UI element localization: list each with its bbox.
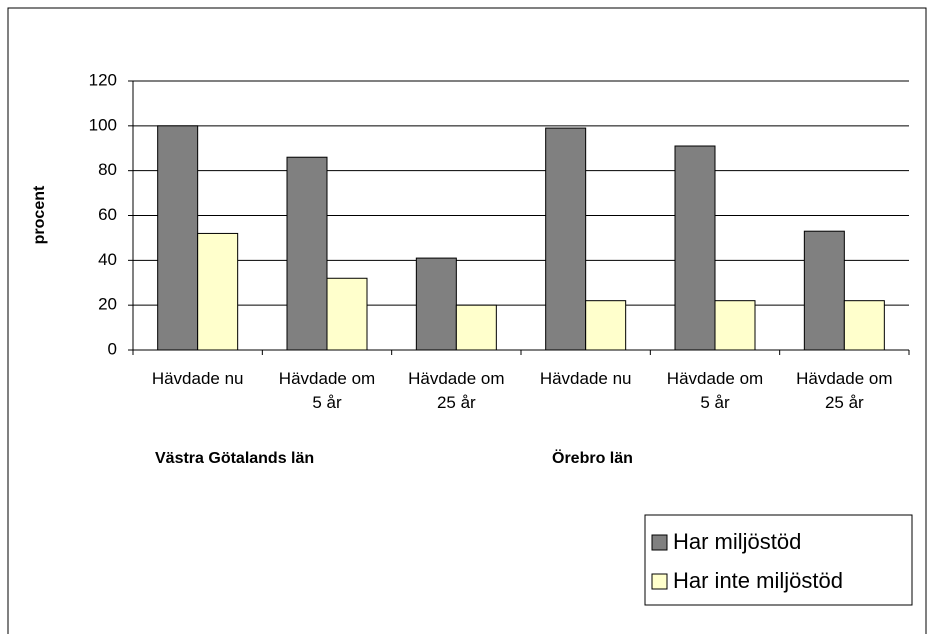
legend-label: Har miljöstöd [673, 529, 801, 554]
bar [803, 230, 845, 351]
y-tick-label: 100 [89, 115, 117, 134]
bar [197, 232, 239, 351]
legend-swatch [651, 534, 668, 551]
legend-label: Har inte miljöstöd [673, 568, 843, 593]
y-tick-label: 20 [98, 295, 117, 314]
y-tick-label: 60 [98, 205, 117, 224]
x-tick-label: Hävdade om 5 år [666, 369, 764, 412]
bar [415, 257, 457, 351]
y-tick-label: 40 [98, 250, 117, 269]
bar [714, 300, 756, 351]
x-tick-label: Hävdade om 25 år [408, 369, 505, 412]
bar [157, 125, 199, 351]
bar [843, 300, 885, 351]
group-label: Örebro län [552, 450, 633, 467]
bar [455, 304, 497, 351]
bar [326, 277, 368, 351]
bar [545, 127, 587, 351]
legend [644, 514, 913, 606]
y-tick-label: 120 [89, 70, 117, 89]
x-tick-label: Hävdade om 25 år [796, 369, 893, 412]
bar [674, 145, 716, 351]
y-tick-label: 80 [98, 160, 117, 179]
x-tick-label: Hävdade nu [151, 369, 244, 388]
bar [286, 156, 328, 351]
bar [585, 300, 627, 351]
y-axis-label: procent [31, 185, 48, 244]
legend-swatch [651, 573, 668, 590]
group-label: Västra Götalands län [155, 450, 315, 467]
x-tick-label: Hävdade nu [539, 369, 632, 388]
x-tick-label: Hävdade om 5 år [278, 369, 376, 412]
y-tick-label: 0 [108, 339, 117, 358]
